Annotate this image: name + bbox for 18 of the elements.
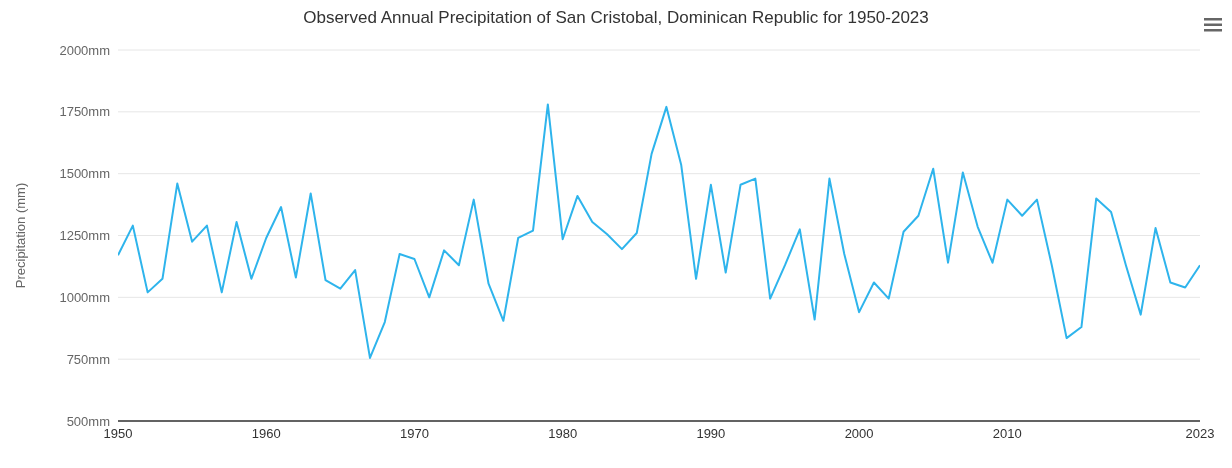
x-tick-label: 2010 [992, 426, 1022, 442]
y-tick-label: 750mm [66, 351, 110, 367]
y-axis-title: Precipitation (mm) [12, 182, 28, 289]
y-tick-label: 1750mm [59, 104, 110, 120]
y-tick-label: 1500mm [59, 166, 110, 182]
y-tick-label: 2000mm [59, 42, 110, 58]
x-tick-label: 1970 [399, 426, 429, 442]
x-tick-label: 1950 [103, 426, 133, 442]
x-tick-label: 2023 [1185, 426, 1215, 442]
x-tick-label: 1990 [696, 426, 726, 442]
x-tick-label: 2000 [844, 426, 874, 442]
line-series [118, 103, 1200, 359]
y-tick-label: 500mm [66, 413, 110, 429]
y-tick-label: 1000mm [59, 289, 110, 305]
x-tick-label: 1980 [548, 426, 578, 442]
chart-title: Observed Annual Precipitation of San Cristobal, Dominican Republic for 1950-2023 [302, 8, 930, 29]
y-tick-label: 1250mm [59, 228, 110, 244]
x-tick-label: 1960 [251, 426, 281, 442]
